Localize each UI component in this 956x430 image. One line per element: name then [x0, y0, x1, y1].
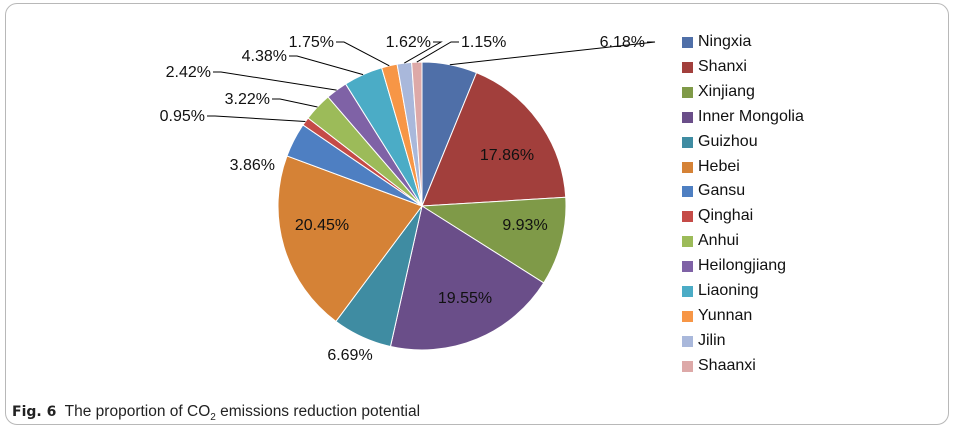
legend-label: Heilongjiang	[698, 257, 787, 275]
data-label-xinjiang: 9.93%	[502, 217, 547, 234]
data-label-shanxi: 17.86%	[480, 147, 534, 164]
legend-swatch	[682, 211, 693, 223]
leader-line-heilongjiang	[213, 71, 337, 91]
leader-line-yunnan	[336, 41, 390, 67]
legend-swatch	[682, 360, 693, 372]
data-label-yunnan: 1.75%	[289, 34, 334, 51]
data-label-gansu: 3.86%	[230, 157, 275, 174]
pie-slice-xinjiang	[420, 196, 567, 284]
legend-swatch	[682, 111, 693, 123]
legend-label: Anhui	[698, 232, 739, 250]
leader-line-qinghai	[207, 115, 306, 122]
legend-label: Ningxia	[698, 33, 752, 50]
legend-swatch	[682, 310, 693, 322]
legend-label: Shanxi	[698, 57, 747, 75]
legend-label: Yunnan	[698, 306, 753, 324]
leader-line-liaoning	[289, 55, 364, 76]
data-label-hebei: 20.45%	[295, 217, 349, 234]
data-label-qinghai: 0.95%	[160, 108, 205, 125]
pie-slice-inner-mongolia	[389, 205, 545, 351]
data-label-liaoning: 4.38%	[242, 48, 287, 65]
legend-label: Inner Mongolia	[698, 107, 804, 125]
data-label-guizhou: 6.69%	[327, 347, 372, 364]
legend-swatch	[682, 236, 693, 248]
legend-swatch	[682, 261, 693, 273]
figure-label: Fig. 6	[12, 404, 57, 420]
legend-label: Xinjiang	[698, 82, 755, 100]
leader-line-jilin	[404, 41, 443, 64]
data-label-ningxia: 6.18%	[600, 34, 645, 51]
legend-swatch	[682, 86, 693, 98]
legend-swatch	[682, 335, 693, 347]
legend-swatch	[682, 37, 693, 48]
figure-caption: Fig. 6 The proportion of CO2 emissions r…	[12, 403, 420, 423]
legend-swatch	[682, 136, 693, 148]
pie-slice-hebei	[277, 155, 423, 323]
legend-swatch	[682, 161, 693, 173]
leader-line-ningxia	[449, 41, 656, 66]
legend-label: Hebei	[698, 157, 740, 175]
legend-label: Qinghai	[698, 207, 754, 225]
legend-label: Liaoning	[698, 282, 759, 299]
data-label-jilin: 1.62%	[386, 34, 431, 51]
leader-line-shaanxi	[416, 41, 459, 63]
legend-label: Guizhou	[698, 132, 758, 150]
leader-line-anhui	[272, 98, 318, 108]
legend-swatch	[682, 286, 693, 297]
legend-swatch	[682, 186, 693, 198]
data-label-heilongjiang: 2.42%	[166, 64, 211, 81]
legend-label: Jilin	[698, 331, 726, 349]
data-label-inner-mongolia: 19.55%	[438, 290, 492, 307]
legend-label: Gansu	[698, 182, 746, 200]
caption-text: The proportion of CO2 emissions reductio…	[64, 403, 421, 424]
pie-slice-shanxi	[421, 72, 567, 207]
data-label-anhui: 3.22%	[225, 91, 270, 108]
data-label-shaanxi: 1.15%	[461, 34, 506, 51]
legend-label: Shaanxi	[698, 356, 756, 374]
legend-swatch	[682, 61, 693, 73]
